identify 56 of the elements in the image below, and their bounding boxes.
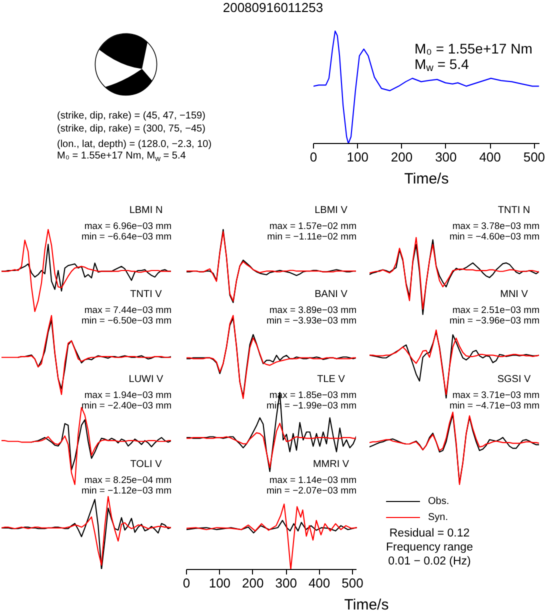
x-tick-label: 100 <box>208 576 231 590</box>
text: M₀ = 1.55e+17 Nm, M$_{w}$ = 5.4 <box>57 150 186 163</box>
chart-title: BANI V <box>314 289 348 300</box>
text: (lon., lat, depth) = (128.0, −2.3, 10) <box>57 139 212 150</box>
text: max = 3.78e−03 mm <box>452 221 540 232</box>
text: Residual = 0.12 <box>389 528 470 540</box>
chart-title: TNTI N <box>498 205 530 216</box>
text: max = 1.14e−03 mm <box>269 475 357 486</box>
text: (strike, dip, rake) = (45, 47, −159) <box>57 110 206 122</box>
x-axis-title: Time/s <box>344 596 389 614</box>
annotation: min = −2.40e−03 mm <box>81 400 172 412</box>
annotation: max = 2.51e−03 mm <box>452 305 540 316</box>
annotation: max = 7.44e−03 mm <box>84 305 172 316</box>
x-tick-label: 100 <box>346 150 368 164</box>
chart-title: LUWI V <box>128 374 164 385</box>
annotation: max = 3.89e−03 mm <box>269 305 357 316</box>
annotation: min = −1.12e−03 mm <box>81 486 172 496</box>
annotation: max = 1.57e−02 mm <box>269 221 357 232</box>
chart-title: LBMI N <box>129 205 163 216</box>
chart-title: MMRI V <box>312 459 350 470</box>
x-tick-label: 300 <box>435 150 457 164</box>
annotation: max = 3.71e−03 mm <box>452 390 540 401</box>
chart-title: MNI V <box>500 289 528 300</box>
chart-title: TOLI V <box>130 459 162 470</box>
text: min = −4.71e−03 mm <box>449 400 540 412</box>
annotation: min = −3.93e−03 mm <box>266 316 357 326</box>
annotation: min = −4.60e−03 mm <box>449 232 540 242</box>
legend-label: Syn. <box>428 510 448 524</box>
chart-title: SGSI V <box>497 374 531 385</box>
x-tick-label: 400 <box>308 576 330 590</box>
text: min = −2.07e−03 mm <box>266 486 357 496</box>
x-tick-label: 400 <box>479 150 501 164</box>
text: min = −3.96e−03 mm <box>449 316 540 326</box>
x-tick-label: 200 <box>390 150 413 164</box>
annotation: max = 6.96e−03 mm <box>84 221 172 232</box>
chart-title: TLE V <box>317 374 346 385</box>
text: 0.01 − 0.02 (Hz) <box>388 556 472 568</box>
x-tick-label: 0 <box>182 576 190 590</box>
annotation: min = −1.11e−02 mm <box>267 232 357 242</box>
text: (strike, dip, rake) = (300, 75, −45) <box>57 124 206 134</box>
x-axis-title: Time/s <box>404 170 449 188</box>
x-tick-label: 0 <box>310 150 318 164</box>
x-tick-label: 500 <box>523 150 546 164</box>
text: Frequency range <box>386 542 473 554</box>
legend-label: Obs. <box>428 494 450 508</box>
chart-title: LBMI V <box>314 205 348 216</box>
chart-title: TNTI V <box>130 289 162 300</box>
annotation: min = −6.64e−03 mm <box>81 232 172 242</box>
x-tick-label: 200 <box>242 576 264 590</box>
annotation: min = −6.50e−03 mm <box>81 316 172 326</box>
text: 20080916011253 <box>222 0 324 15</box>
annotation: M₀ = 1.55e+17 Nm <box>414 40 532 56</box>
x-tick-label: 500 <box>342 576 364 590</box>
x-tick-label: 300 <box>275 576 297 590</box>
annotation: max = 8.25e−04 mm <box>84 475 172 486</box>
annotation: max = 1.94e−03 mm <box>84 390 172 401</box>
